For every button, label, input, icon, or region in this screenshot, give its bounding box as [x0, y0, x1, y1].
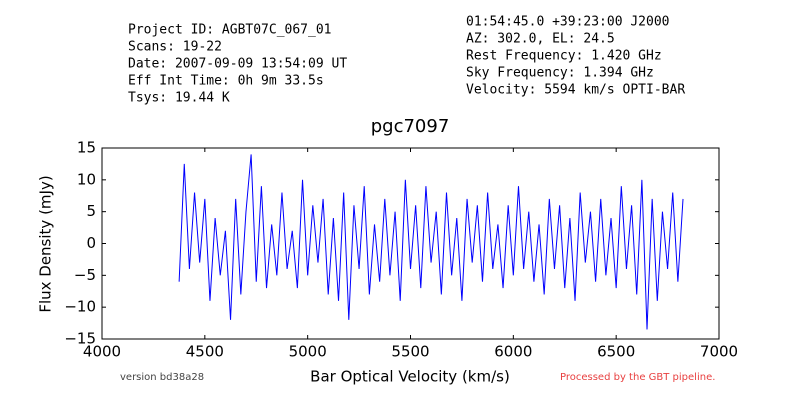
y-tick-label: −15	[64, 330, 96, 348]
y-tick-label: 15	[77, 139, 96, 157]
y-tick-label: 5	[86, 202, 96, 220]
info-left-line: Scans: 19-22	[128, 40, 222, 55]
info-left-line: Tsys: 19.44 K	[128, 91, 230, 106]
info-right-line: 01:54:45.0 +39:23:00 J2000	[466, 15, 670, 30]
chart-title: pgc7097	[371, 116, 450, 137]
info-left-line: Project ID: AGBT07C_067_01	[128, 23, 332, 38]
y-tick-label: 10	[77, 170, 96, 188]
x-tick-label: 4500	[186, 343, 224, 361]
version-note: version bd38a28	[120, 372, 204, 383]
info-left-line: Eff Int Time: 0h 9m 33.5s	[128, 74, 324, 89]
pipeline-note: Processed by the GBT pipeline.	[560, 372, 715, 383]
info-left-line: Date: 2007-09-09 13:54:09 UT	[128, 57, 347, 72]
x-axis-label: Bar Optical Velocity (km/s)	[310, 368, 510, 386]
y-tick-label: 0	[86, 234, 96, 252]
x-tick-label: 5000	[289, 343, 327, 361]
x-tick-label: 7000	[700, 343, 738, 361]
info-right-line: Sky Frequency: 1.394 GHz	[466, 66, 654, 81]
info-right-line: AZ: 302.0, EL: 24.5	[466, 32, 615, 47]
x-tick-label: 6000	[494, 343, 532, 361]
x-tick-label: 6500	[597, 343, 635, 361]
y-tick-label: −10	[64, 298, 96, 316]
y-axis-label: Flux Density (mJy)	[37, 175, 55, 312]
y-tick-label: −5	[74, 266, 96, 284]
info-right-line: Velocity: 5594 km/s OPTI-BAR	[466, 83, 685, 98]
spectrum-line	[178, 154, 684, 330]
x-tick-label: 4000	[83, 343, 121, 361]
x-tick-label: 5500	[391, 343, 429, 361]
info-right-line: Rest Frequency: 1.420 GHz	[466, 49, 662, 64]
